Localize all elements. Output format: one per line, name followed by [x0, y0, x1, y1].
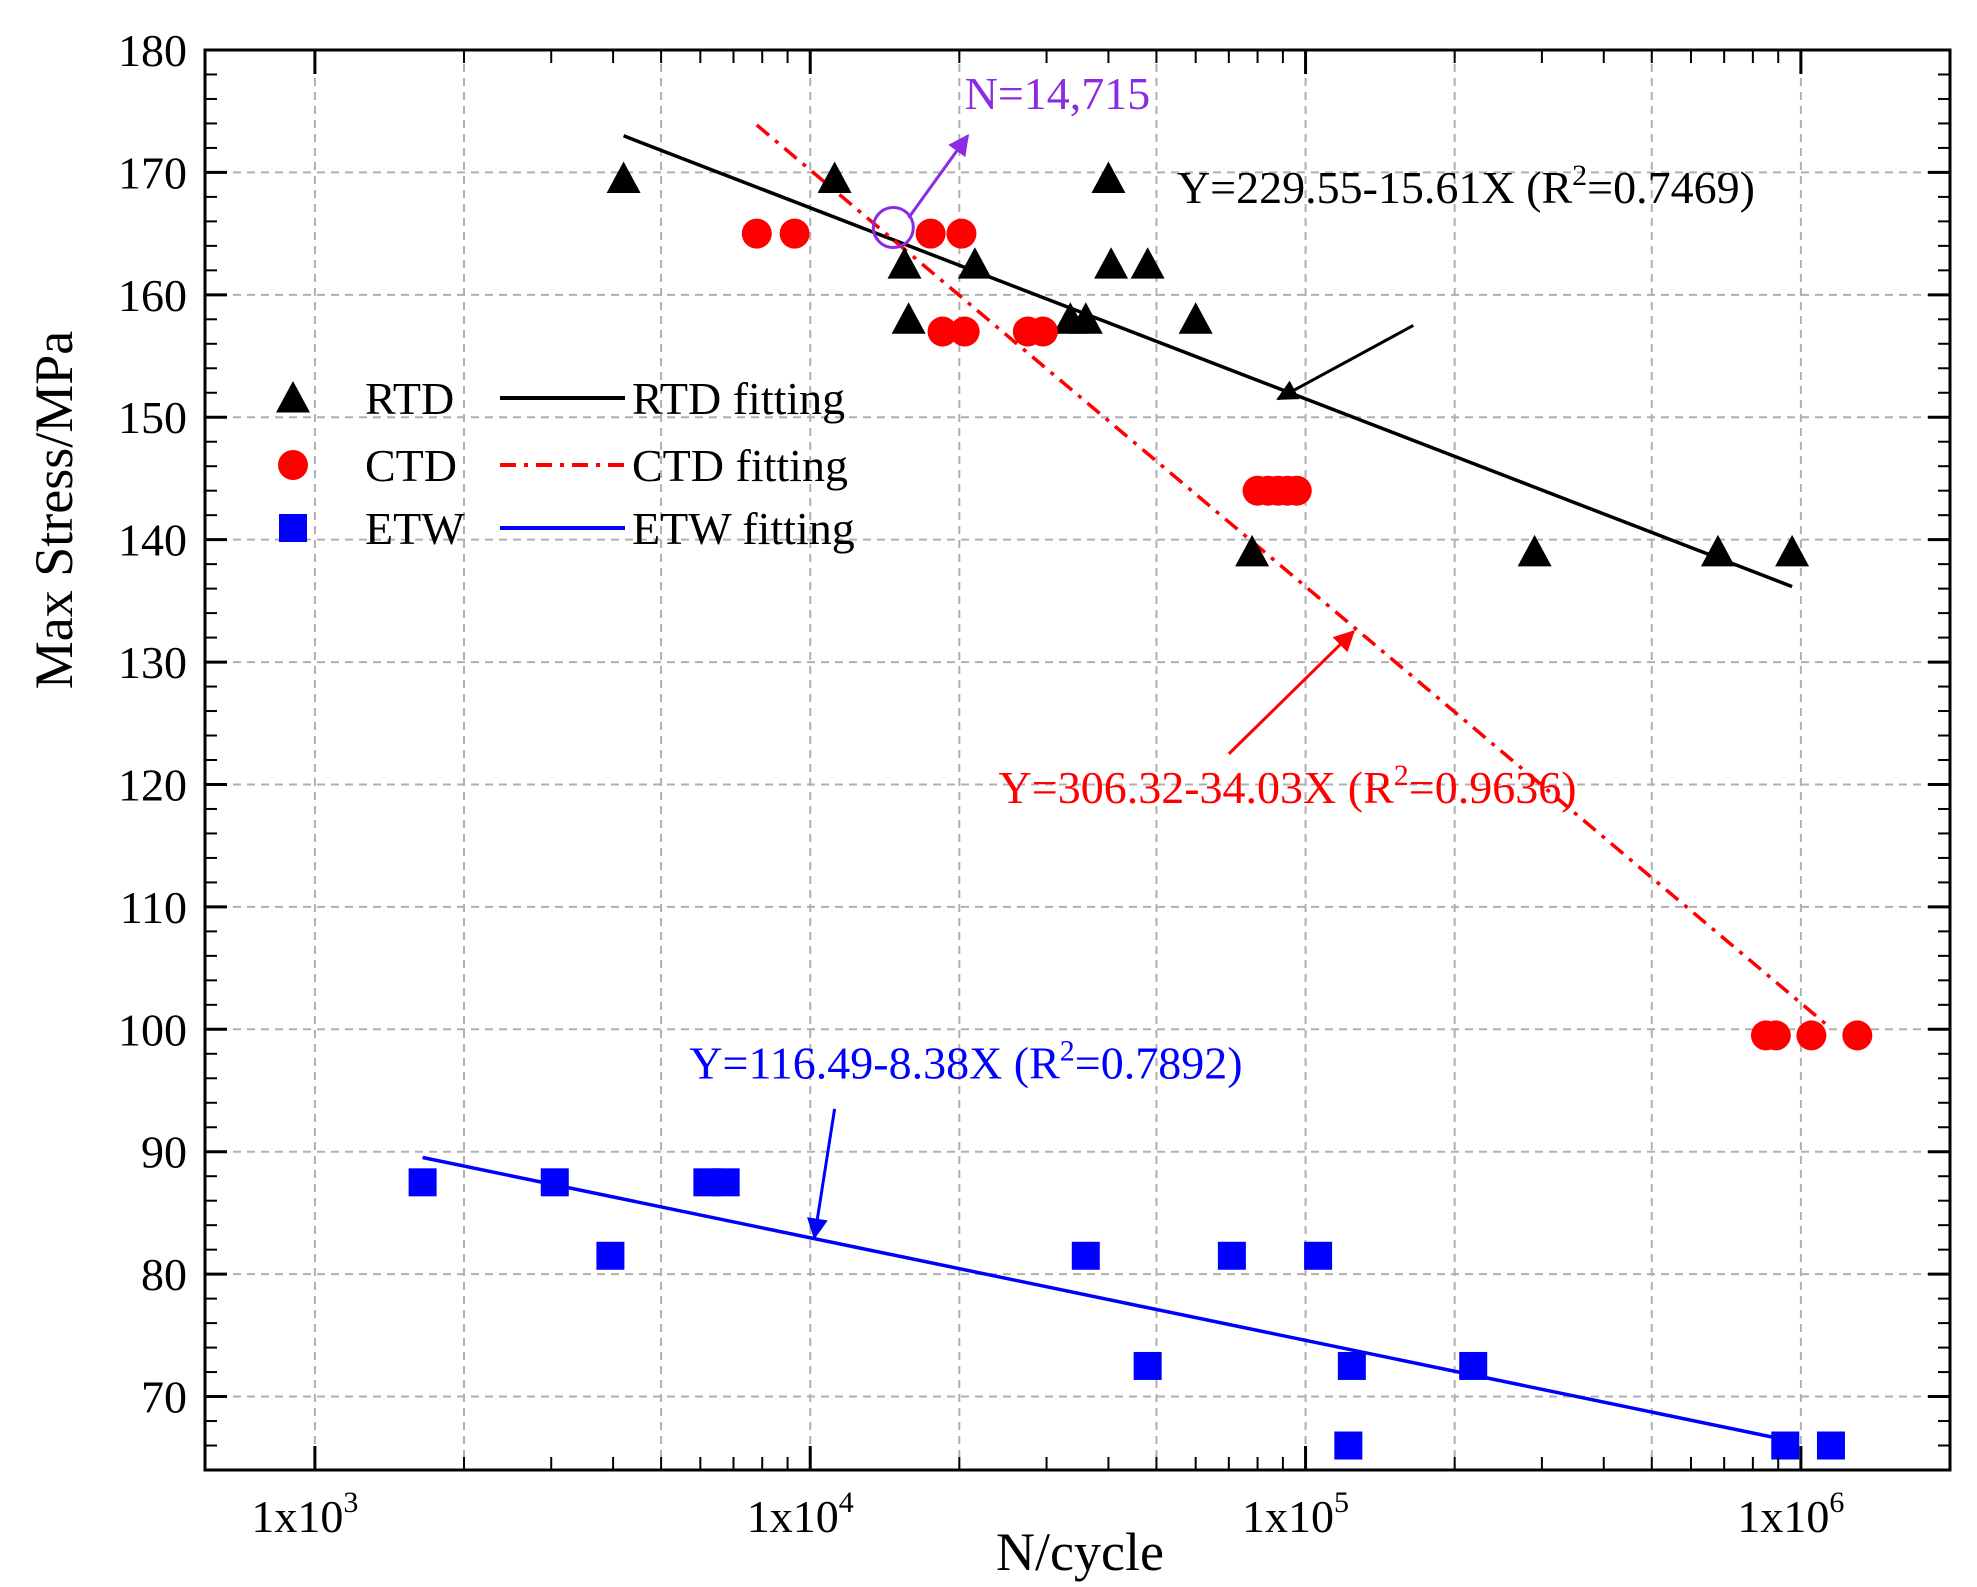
- x-tick-label: 1x104: [747, 1486, 854, 1542]
- legend-ctd-label: CTD: [365, 440, 457, 491]
- ctd-point: [1027, 316, 1058, 347]
- y-tick-label: 140: [118, 515, 187, 566]
- etw-point: [1133, 1351, 1162, 1380]
- ctd-point: [779, 218, 810, 249]
- etw-point: [1337, 1351, 1366, 1380]
- legend-rtd-label: RTD: [365, 373, 454, 424]
- legend-etw-fit-label: ETW fitting: [632, 503, 855, 554]
- ctd-point: [915, 218, 946, 249]
- y-tick-label: 110: [120, 882, 187, 933]
- ctd-point: [1796, 1020, 1827, 1051]
- annotations: Y=229.55-15.61X (R2=0.7469) Y=306.32-34.0…: [689, 68, 1755, 1240]
- rtd-equation-arrow: [1276, 324, 1414, 401]
- ctd-point: [949, 316, 980, 347]
- legend-rtd-marker: [276, 381, 310, 413]
- rtd-point: [606, 161, 641, 193]
- x-tick-label: 1x105: [1242, 1486, 1349, 1542]
- rtd-point: [1235, 534, 1270, 567]
- ctd-point: [1842, 1020, 1873, 1051]
- y-axis-title: Max Stress/MPa: [24, 331, 84, 690]
- highlight-arrow: [907, 133, 969, 219]
- y-tick-label: 90: [141, 1127, 187, 1178]
- y-tick-label: 120: [118, 759, 187, 810]
- rtd-point: [891, 302, 926, 334]
- ctd-point: [946, 218, 977, 249]
- etw-point: [1071, 1241, 1100, 1270]
- ctd-point: [927, 316, 958, 347]
- ctd-r-squared-value: =0.9636): [1409, 762, 1577, 813]
- rtd-point: [817, 161, 852, 193]
- fit-lines: [422, 123, 1833, 1442]
- ctd-point: [1760, 1020, 1791, 1051]
- ctd-point: [1281, 475, 1312, 506]
- etw-point: [540, 1168, 569, 1197]
- x-tick-exponent: 4: [839, 1486, 854, 1519]
- x-axis-title: N/cycle: [996, 1522, 1164, 1582]
- rtd-point: [1178, 302, 1213, 334]
- x-tick-label: 1x103: [251, 1486, 358, 1542]
- etw-point: [1771, 1431, 1800, 1460]
- etw-point: [711, 1168, 740, 1197]
- y-tick-label: 70: [141, 1372, 187, 1423]
- rtd-point: [957, 247, 992, 279]
- x-tick-label: 1x106: [1737, 1486, 1844, 1542]
- rtd-r-squared-value: =0.7469): [1587, 162, 1755, 213]
- etw-point: [408, 1168, 437, 1197]
- y-tick-label: 150: [118, 392, 187, 443]
- rtd-point: [1130, 247, 1165, 279]
- etw-point: [1334, 1431, 1363, 1460]
- data-points: [408, 161, 1873, 1460]
- ctd-r-squared-exponent: 2: [1394, 759, 1409, 792]
- x-tick-exponent: 5: [1334, 1486, 1349, 1519]
- y-tick-label: 130: [118, 637, 187, 688]
- rtd-equation: Y=229.55-15.61X (R2=0.7469): [1177, 159, 1755, 213]
- fit-line-etw: [422, 1155, 1786, 1442]
- y-tick-label: 160: [118, 270, 187, 321]
- etw-point: [1459, 1351, 1488, 1380]
- rtd-point: [887, 247, 922, 279]
- rtd-point: [1775, 534, 1810, 567]
- fit-line-rtd: [622, 134, 1793, 589]
- etw-equation: Y=116.49-8.38X (R2=0.7892): [689, 1034, 1242, 1088]
- etw-r-squared-exponent: 2: [1060, 1034, 1075, 1067]
- rtd-r-squared-exponent: 2: [1572, 159, 1587, 192]
- etw-point: [596, 1241, 625, 1270]
- rtd-point: [1700, 534, 1735, 567]
- rtd-point: [1517, 534, 1552, 567]
- legend-rtd-fit-label: RTD fitting: [632, 373, 845, 424]
- legend-etw-label: ETW: [365, 503, 465, 554]
- ctd-point: [741, 218, 772, 249]
- highlight-circle: [871, 206, 915, 249]
- ctd-equation-arrow: [1227, 629, 1356, 755]
- legend-etw-marker: [279, 514, 307, 542]
- legend: RTD RTD fitting CTD CTD fitting ETW ETW fitti…: [276, 373, 855, 554]
- axes: 70 80 90 100 110 120 130 140 150 160 170 180 1x103 1x…: [118, 25, 1952, 1542]
- rtd-point: [1091, 161, 1126, 193]
- y-tick-label: 80: [141, 1249, 187, 1300]
- y-tick-label: 170: [118, 147, 187, 198]
- rtd-point: [1068, 302, 1103, 334]
- etw-r-squared-value: =0.7892): [1075, 1037, 1243, 1088]
- highlight-label: N=14,715: [965, 68, 1151, 119]
- legend-ctd-marker: [278, 450, 308, 480]
- ctd-equation: Y=306.32-34.03X (R2=0.9636): [999, 759, 1577, 813]
- etw-point: [1304, 1241, 1333, 1270]
- etw-equation-arrow: [807, 1108, 837, 1240]
- y-tick-label: 180: [118, 25, 187, 76]
- etw-point: [1816, 1431, 1845, 1460]
- rtd-point: [1094, 247, 1129, 279]
- legend-ctd-fit-label: CTD fitting: [632, 440, 848, 491]
- etw-point: [1217, 1241, 1246, 1270]
- x-tick-exponent: 3: [343, 1486, 358, 1519]
- x-tick-exponent: 6: [1829, 1486, 1844, 1519]
- y-tick-label: 100: [118, 1004, 187, 1055]
